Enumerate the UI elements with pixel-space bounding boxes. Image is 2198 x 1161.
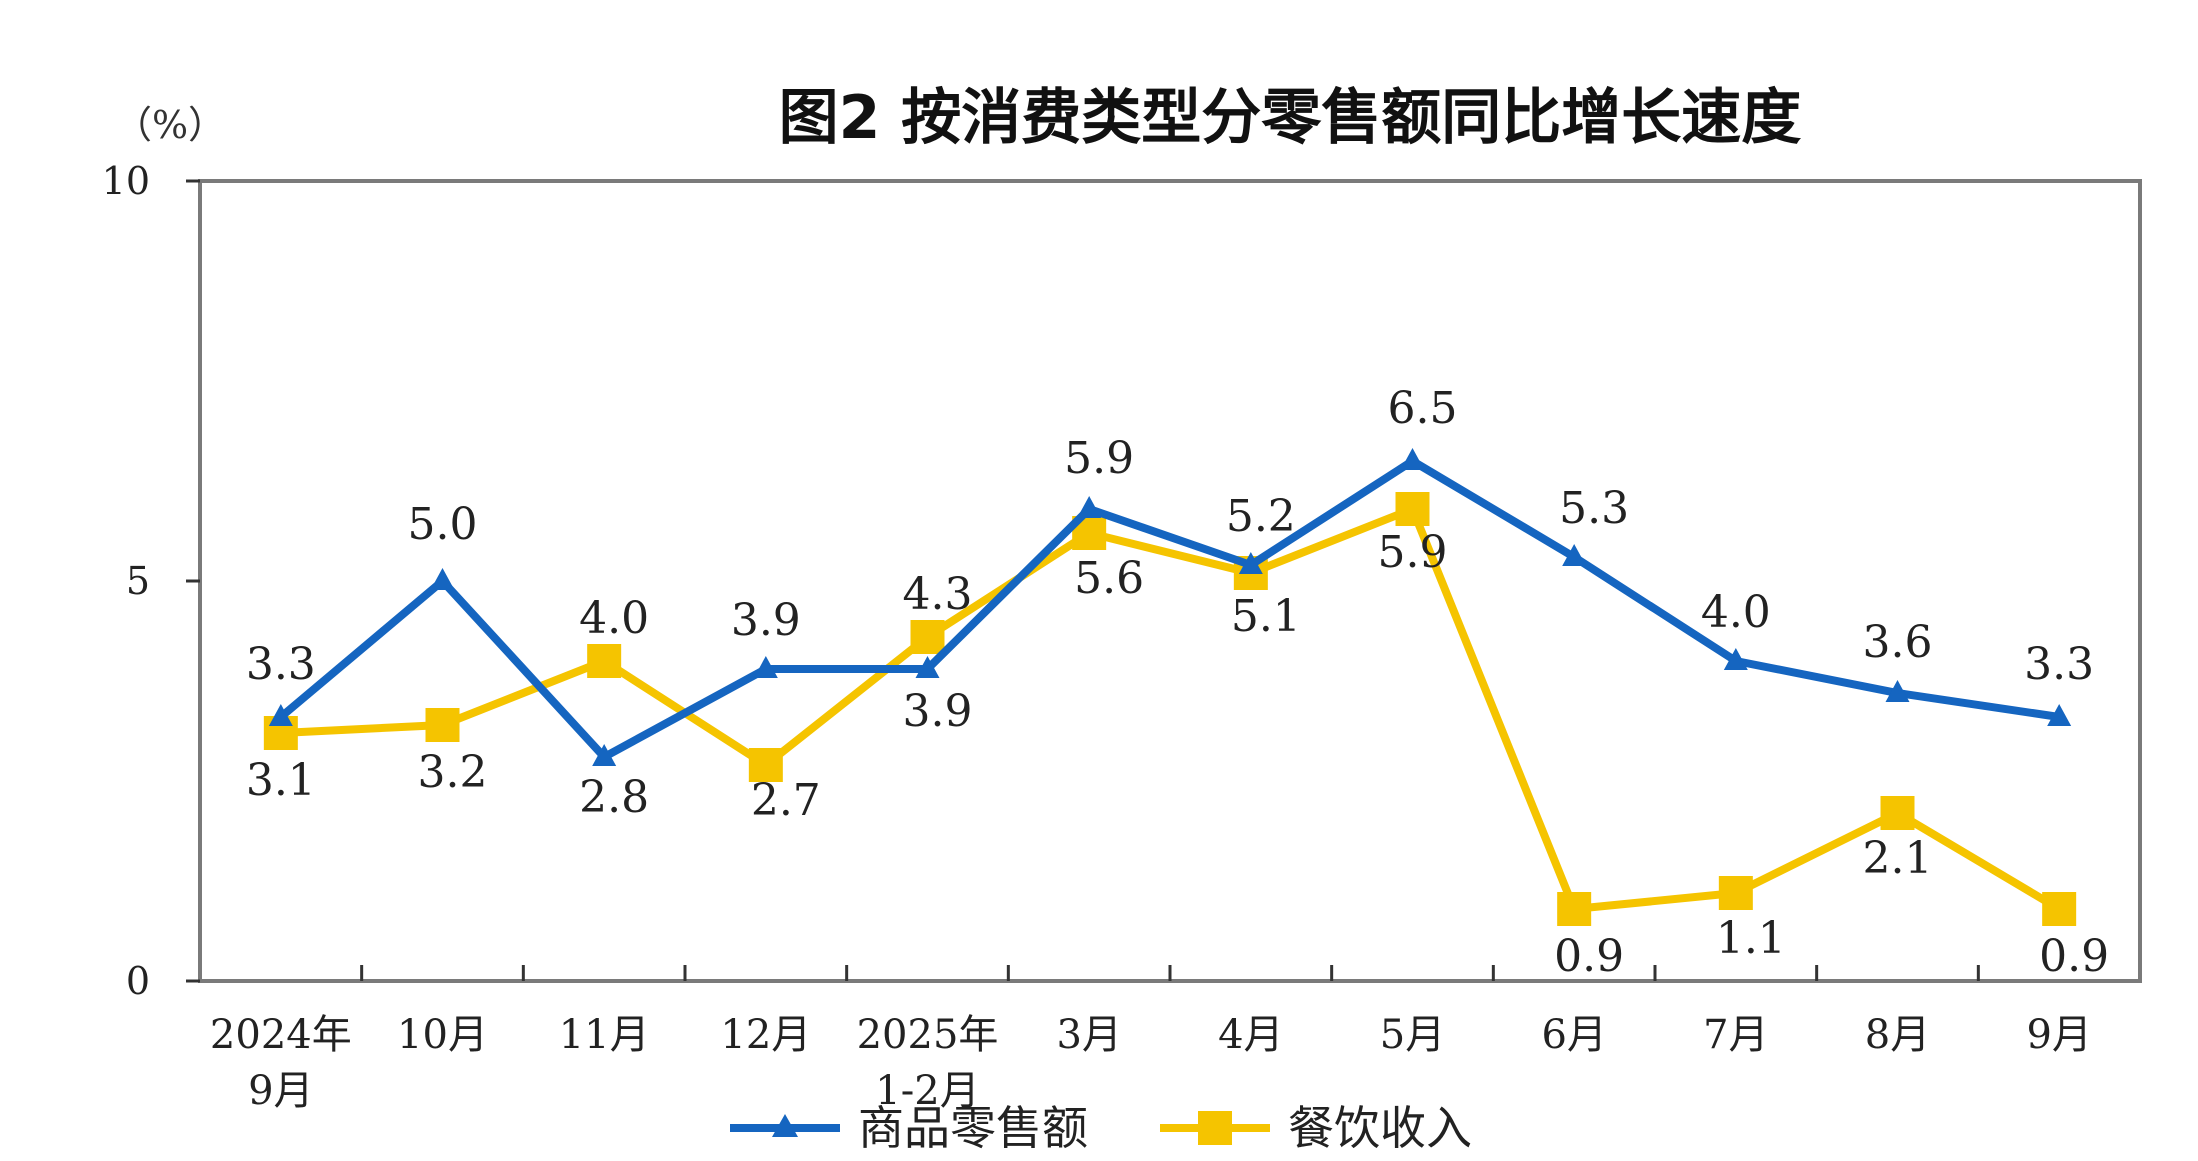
- retail-point-marker: [592, 744, 617, 766]
- x-tick-label: 7月: [1703, 1012, 1768, 1058]
- retail-point-marker: [268, 704, 293, 726]
- retail-point-marker: [753, 656, 778, 678]
- legend-label: 餐饮收入: [1288, 1101, 1472, 1155]
- legend-triangle-marker: [772, 1114, 798, 1137]
- retail-point-marker: [430, 568, 455, 590]
- x-tick-label: 12月: [720, 1012, 811, 1058]
- retail-data-label: 5.2: [1226, 491, 1296, 542]
- food-point-marker: [910, 620, 945, 654]
- x-tick-label: 10月: [397, 1012, 488, 1058]
- food-data-label: 2.1: [1863, 833, 1933, 884]
- food-data-label: 5.6: [1074, 553, 1144, 604]
- x-tick-label: 9月: [248, 1068, 313, 1114]
- retail-data-label: 3.9: [731, 595, 801, 646]
- retail-point-marker: [1077, 496, 1102, 518]
- y-tick-label: 5: [126, 559, 150, 603]
- x-tick-label: 1-2月: [875, 1068, 979, 1114]
- food-data-label: 0.9: [1554, 931, 1624, 982]
- retail-data-label: 5.3: [1559, 483, 1629, 534]
- food-data-label: 3.2: [418, 747, 488, 798]
- retail-data-label: 3.3: [246, 639, 316, 690]
- retail-data-label: 3.3: [2024, 639, 2094, 690]
- food-point-marker: [748, 748, 783, 782]
- food-data-label: 4.0: [579, 593, 649, 644]
- retail-data-label: 2.8: [579, 772, 649, 823]
- x-tick-label: 5月: [1380, 1012, 1445, 1058]
- y-axis-unit-label: （%）: [114, 103, 226, 147]
- retail-data-label: 3.9: [903, 686, 973, 737]
- food-point-marker: [425, 708, 460, 742]
- retail-point-marker: [1400, 448, 1425, 470]
- food-data-label: 4.3: [903, 569, 973, 620]
- retail-point-marker: [2047, 704, 2072, 726]
- retail-point-marker: [1238, 552, 1263, 574]
- x-tick-label: 6月: [1541, 1012, 1606, 1058]
- food-point-marker: [1395, 492, 1430, 526]
- retail-data-label: 5.0: [408, 499, 478, 550]
- y-tick-label: 10: [102, 159, 150, 203]
- food-data-label: 5.9: [1378, 527, 1448, 578]
- food-point-marker: [1718, 876, 1753, 910]
- retail-data-label: 6.5: [1388, 383, 1458, 434]
- legend-square-marker: [1198, 1111, 1232, 1145]
- food-data-label: 5.1: [1231, 591, 1301, 642]
- food-point-marker: [587, 644, 622, 678]
- retail-data-label: 3.6: [1863, 617, 1933, 668]
- food-point-marker: [1557, 892, 1592, 926]
- retail-point-marker: [1885, 680, 1910, 702]
- retail-data-label: 5.9: [1064, 433, 1134, 484]
- series-line-1: [280, 503, 2062, 914]
- food-data-label: 0.9: [2039, 931, 2109, 982]
- food-point-marker: [1880, 796, 1915, 830]
- plot-area-frame: [198, 179, 2142, 983]
- y-tick-label: 0: [126, 959, 150, 1003]
- food-data-label: 1.1: [1716, 913, 1786, 964]
- x-tick-label: 2024年: [210, 1012, 352, 1058]
- series-line-0: [278, 456, 2060, 763]
- chart-title: 图2 按消费类型分零售额同比增长速度: [779, 83, 1802, 153]
- food-point-marker: [2042, 892, 2077, 926]
- retail-point-marker: [915, 656, 940, 678]
- legend-label: 商品零售额: [858, 1101, 1088, 1155]
- retail-point-marker: [1723, 648, 1748, 670]
- x-tick-label: 8月: [1865, 1012, 1930, 1058]
- x-tick-label: 3月: [1056, 1012, 1121, 1058]
- food-data-label: 3.1: [246, 755, 316, 806]
- x-tick-label: 9月: [2026, 1012, 2091, 1058]
- x-tick-label: 2025年: [857, 1012, 999, 1058]
- x-tick-label: 4月: [1218, 1012, 1283, 1058]
- retail-data-label: 4.0: [1701, 587, 1771, 638]
- food-data-label: 2.7: [751, 775, 821, 826]
- x-tick-label: 11月: [559, 1012, 650, 1058]
- retail-point-marker: [1562, 544, 1587, 566]
